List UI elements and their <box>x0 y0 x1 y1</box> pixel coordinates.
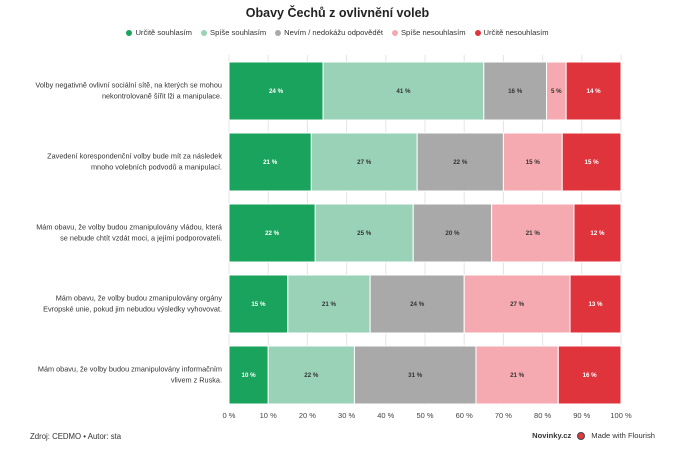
legend-item[interactable]: Určitě souhlasím <box>126 28 192 37</box>
bar-segment[interactable] <box>569 274 622 334</box>
bar-value-label: 13 % <box>588 301 603 308</box>
bar-segment[interactable] <box>228 132 312 192</box>
category-label-text: Volby negativně ovlivní sociální sítě, n… <box>35 80 222 101</box>
bar-segment[interactable] <box>561 132 622 192</box>
x-tick-label: 50 % <box>416 411 433 420</box>
category-label-text: Mám obavu, že volby budou zmanipulovány … <box>43 293 222 314</box>
chart-title: Obavy Čechů z ovlivnění voleb <box>245 6 430 20</box>
x-tick-label: 30 % <box>338 411 355 420</box>
bar-value-label: 5 % <box>551 88 562 95</box>
x-tick-label: 100 % <box>610 411 632 420</box>
legend-label: Určitě souhlasím <box>135 28 193 37</box>
legend-item[interactable]: Určitě nesouhlasím <box>474 28 549 37</box>
legend-swatch <box>126 29 133 36</box>
bar-value-label: 22 % <box>304 372 319 379</box>
x-tick-label: 90 % <box>573 411 590 420</box>
bar-value-label: 21 % <box>322 301 337 308</box>
source-note: Zdroj: CEDMO • Autor: sta <box>30 432 122 441</box>
bar-segment[interactable] <box>322 61 485 121</box>
bar-segment[interactable] <box>491 203 575 263</box>
legend-item[interactable]: Nevím / nedokážu odpovědět <box>275 28 383 37</box>
legend-label: Spíše nesouhlasím <box>400 28 466 37</box>
bar-segment[interactable] <box>416 132 504 192</box>
bar-value-label: 25 % <box>357 230 372 237</box>
x-tick-label: 40 % <box>377 411 394 420</box>
bar-segment[interactable] <box>287 274 371 334</box>
category-label-text: Mám obavu, že volby budou zmanipulovány … <box>37 364 222 385</box>
bar-segment[interactable] <box>228 345 269 405</box>
bar-segment[interactable] <box>557 345 622 405</box>
bar-value-label: 14 % <box>587 88 602 95</box>
bar-value-label: 15 % <box>251 301 266 308</box>
bar-value-label: 16 % <box>508 88 523 95</box>
legend-label: Určitě nesouhlasím <box>483 28 549 37</box>
bar-value-label: 22 % <box>453 159 468 166</box>
legend-item[interactable]: Spíše nesouhlasím <box>391 28 466 37</box>
category-label-text: Mám obavu, že volby budou zmanipulovány … <box>36 222 222 243</box>
legend-swatch <box>474 29 481 36</box>
category-label: Mám obavu, že volby budou zmanipulovány … <box>28 204 222 262</box>
bar-segment[interactable] <box>314 203 414 263</box>
x-tick-label: 20 % <box>299 411 316 420</box>
bar-segment[interactable] <box>573 203 622 263</box>
legend-swatch <box>201 29 208 36</box>
chart-legend: Určitě souhlasím Spíše souhlasím Nevím / n… <box>0 28 675 37</box>
bar-segment[interactable] <box>475 345 559 405</box>
flourish-logo-icon <box>577 431 586 440</box>
bar-segment[interactable] <box>483 61 548 121</box>
legend-swatch <box>275 29 282 36</box>
legend-label: Spíše souhlasím <box>210 28 267 37</box>
bar-value-label: 22 % <box>265 230 280 237</box>
x-tick-label: 80 % <box>534 411 551 420</box>
bar-segment[interactable] <box>412 203 493 263</box>
bar-value-label: 20 % <box>445 230 460 237</box>
bar-value-label: 24 % <box>410 301 425 308</box>
bar-value-label: 12 % <box>590 230 605 237</box>
bar-value-label: 15 % <box>585 159 600 166</box>
category-label: Zavedení korespondenční volby bude mít z… <box>28 133 222 191</box>
bar-segment[interactable] <box>353 345 477 405</box>
bar-segment[interactable] <box>565 61 622 121</box>
bar-segment[interactable] <box>267 345 355 405</box>
category-label: Volby negativně ovlivní sociální sítě, n… <box>28 62 222 120</box>
bar-value-label: 21 % <box>263 159 278 166</box>
brand-name[interactable]: Novinky.cz <box>532 431 572 440</box>
made-with-flourish-link[interactable]: Made with Flourish <box>591 431 655 440</box>
bar-segment[interactable] <box>310 132 418 192</box>
legend-label: Nevím / nedokážu odpovědět <box>284 28 383 37</box>
legend-item[interactable]: Spíše souhlasím <box>201 28 266 37</box>
bar-value-label: 21 % <box>526 230 541 237</box>
bar-value-label: 27 % <box>510 301 525 308</box>
bar-segment[interactable] <box>463 274 571 334</box>
category-label: Mám obavu, že volby budou zmanipulovány … <box>28 346 222 404</box>
bar-value-label: 24 % <box>269 88 284 95</box>
bar-value-label: 41 % <box>396 88 411 95</box>
bar-value-label: 31 % <box>408 372 423 379</box>
bar-segment[interactable] <box>228 274 289 334</box>
bar-value-label: 21 % <box>510 372 525 379</box>
bar-value-label: 27 % <box>357 159 372 166</box>
bar-segment[interactable] <box>369 274 465 334</box>
credits: Novinky.cz Made with Flourish <box>532 431 655 440</box>
x-tick-label: 70 % <box>495 411 512 420</box>
bar-value-label: 15 % <box>526 159 541 166</box>
x-tick-label: 60 % <box>456 411 473 420</box>
bar-value-label: 16 % <box>583 372 598 379</box>
category-label: Mám obavu, že volby budou zmanipulovány … <box>28 275 222 333</box>
category-label-text: Zavedení korespondenční volby bude mít z… <box>47 151 222 172</box>
x-tick-label: 0 % <box>223 411 236 420</box>
legend-swatch <box>391 29 398 36</box>
bar-value-label: 10 % <box>242 372 257 379</box>
x-tick-label: 10 % <box>260 411 277 420</box>
